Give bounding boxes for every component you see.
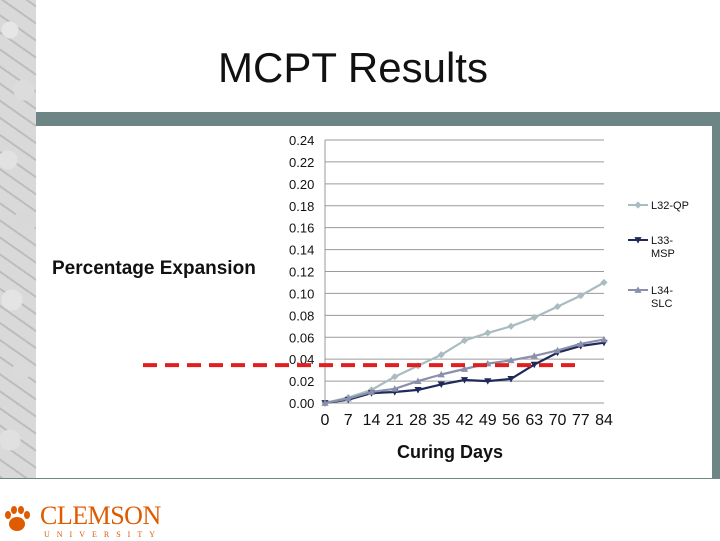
y-tick-label: 0.10 bbox=[289, 286, 314, 301]
data-point-l32-qp bbox=[577, 292, 585, 300]
data-point-l34-slc bbox=[460, 365, 469, 372]
data-point-l32-qp bbox=[484, 329, 492, 337]
y-tick-label: 0.24 bbox=[289, 133, 314, 148]
x-tick-label: 56 bbox=[502, 412, 520, 429]
title-panel bbox=[36, 0, 720, 112]
data-point-l34-slc bbox=[321, 399, 329, 406]
y-tick-label: 0.12 bbox=[289, 265, 314, 280]
y-tick-label: 0.14 bbox=[289, 243, 314, 258]
x-tick-label: 42 bbox=[456, 412, 474, 429]
data-point-l32-qp bbox=[553, 302, 562, 311]
x-tick-label: 0 bbox=[321, 412, 330, 429]
data-point-l34-slc bbox=[367, 388, 376, 395]
y-tick-label: 0.00 bbox=[289, 396, 314, 411]
data-point-l32-qp bbox=[460, 336, 469, 345]
x-tick-label: 28 bbox=[409, 412, 427, 429]
data-point-l33-msp bbox=[507, 376, 515, 383]
x-tick-label: 14 bbox=[363, 412, 381, 429]
data-point-l34-slc bbox=[437, 370, 445, 378]
slide-title: MCPT Results bbox=[218, 44, 488, 91]
y-tick-label: 0.06 bbox=[289, 330, 314, 345]
y-axis-label: Percentage Expansion bbox=[52, 258, 256, 279]
y-tick-label: 0.16 bbox=[289, 221, 314, 236]
data-point-l32-qp bbox=[391, 373, 399, 381]
x-tick-label: 77 bbox=[572, 412, 590, 429]
x-tick-label: 7 bbox=[344, 412, 353, 429]
legend-label-l32-qp: L32-QP bbox=[651, 200, 689, 212]
y-tick-label: 0.08 bbox=[289, 308, 314, 323]
x-tick-label: 84 bbox=[595, 412, 613, 429]
y-tick-label: 0.02 bbox=[289, 374, 314, 389]
data-point-l33-msp bbox=[460, 377, 469, 384]
data-point-l32-qp bbox=[437, 351, 445, 359]
x-tick-label: 49 bbox=[479, 412, 497, 429]
data-point-l32-qp bbox=[600, 278, 608, 287]
x-tick-label: 63 bbox=[525, 412, 543, 429]
legend-label-l33-msp: MSP bbox=[651, 248, 675, 260]
data-point-l34-slc bbox=[577, 340, 585, 347]
data-point-l32-qp bbox=[507, 322, 515, 330]
data-point-l33-msp bbox=[437, 381, 445, 388]
x-tick-label: 35 bbox=[432, 412, 450, 429]
y-tick-label: 0.20 bbox=[289, 177, 314, 192]
legend-marker-l34-slc bbox=[634, 286, 642, 293]
legend-label-l34-slc: SLC bbox=[651, 298, 672, 310]
data-point-l34-slc bbox=[530, 352, 538, 359]
logo-wordmark: CLEMSON bbox=[40, 501, 161, 530]
data-point-l33-msp bbox=[484, 378, 492, 385]
data-point-l33-msp bbox=[414, 386, 422, 394]
legend-marker-l33-msp bbox=[634, 237, 642, 244]
data-point-l34-slc bbox=[344, 395, 352, 402]
data-point-l34-slc bbox=[507, 356, 515, 364]
data-point-l34-slc bbox=[600, 335, 608, 343]
logo-subtitle: UNIVERSITY bbox=[44, 530, 162, 539]
data-point-l32-qp bbox=[530, 313, 538, 322]
legend-label-l34-slc: L34- bbox=[651, 285, 673, 297]
x-axis-label: Curing Days bbox=[397, 442, 503, 462]
data-point-l33-msp bbox=[530, 361, 538, 369]
y-tick-label: 0.18 bbox=[289, 199, 314, 214]
right-frame-bar bbox=[712, 112, 720, 478]
legend-marker-l32-qp bbox=[634, 201, 642, 209]
tiger-paw-icon bbox=[5, 506, 30, 531]
legend-label-l33-msp: L33- bbox=[651, 235, 673, 247]
footer-bar bbox=[0, 478, 720, 541]
data-point-l34-slc bbox=[391, 385, 399, 392]
chart-area bbox=[36, 126, 712, 478]
data-point-l34-slc bbox=[553, 346, 562, 354]
y-tick-label: 0.22 bbox=[289, 155, 314, 170]
data-point-l34-slc bbox=[414, 377, 422, 384]
x-tick-label: 21 bbox=[386, 412, 404, 429]
x-tick-label: 70 bbox=[549, 412, 567, 429]
stone-texture-strip bbox=[0, 0, 36, 478]
